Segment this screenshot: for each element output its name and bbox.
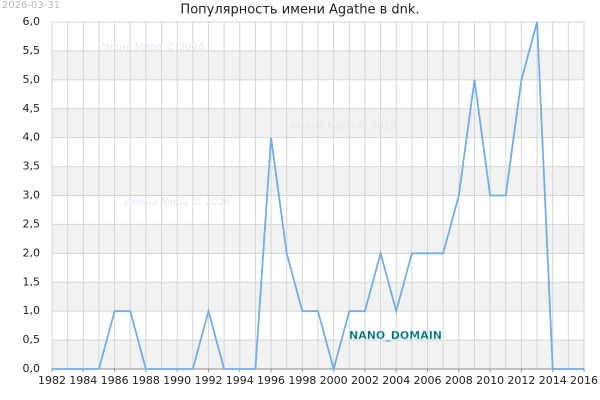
watermark: Имена Мира © 2026 bbox=[98, 42, 204, 53]
y-tick-label: 1,0 bbox=[23, 304, 41, 317]
y-tick-label: 2,5 bbox=[23, 217, 41, 230]
x-tick-label: 1986 bbox=[101, 374, 129, 387]
x-tick-label: 1984 bbox=[69, 374, 97, 387]
x-tick-label: 2014 bbox=[539, 374, 567, 387]
y-tick-label: 3,5 bbox=[23, 160, 41, 173]
y-tick-label: 1,5 bbox=[23, 275, 41, 288]
plot-background bbox=[51, 21, 585, 370]
y-tick-label: 5,0 bbox=[23, 73, 41, 86]
data-line bbox=[52, 21, 584, 373]
x-tick-label: 1996 bbox=[257, 374, 285, 387]
x-tick-label: 2010 bbox=[476, 374, 504, 387]
x-tick-label: 2012 bbox=[507, 374, 535, 387]
y-tick-label: 0,0 bbox=[23, 362, 41, 375]
x-tick-label: 2008 bbox=[445, 374, 473, 387]
x-tick-label: 1992 bbox=[194, 374, 222, 387]
watermark: Имена Мира © 2026 bbox=[290, 121, 396, 132]
x-tick-label: 2004 bbox=[382, 374, 410, 387]
x-tick-label: 1988 bbox=[132, 374, 160, 387]
x-tick-label: 1994 bbox=[226, 374, 254, 387]
y-tick-label: 4,0 bbox=[23, 131, 41, 144]
y-tick-label: 5,5 bbox=[23, 44, 41, 57]
x-tick-label: 1990 bbox=[163, 374, 191, 387]
y-tick-label: 2,0 bbox=[23, 246, 41, 259]
x-tick-label: 2006 bbox=[414, 374, 442, 387]
date-stamp: 2026-03-31 bbox=[2, 0, 60, 11]
y-tick-label: 3,0 bbox=[23, 189, 41, 202]
y-tick-label: 0,5 bbox=[23, 333, 41, 346]
y-tick-label: 4,5 bbox=[23, 102, 41, 115]
x-tick-label: 1998 bbox=[288, 374, 316, 387]
x-tick-label: 1982 bbox=[38, 374, 66, 387]
y-tick-label: 6,0 bbox=[23, 15, 41, 28]
x-tick-label: 2016 bbox=[570, 374, 598, 387]
chart-title: Популярность имени Agathe в dnk. bbox=[180, 3, 419, 18]
domain-label: NANO_DOMAIN bbox=[349, 329, 442, 342]
x-tick-label: 2000 bbox=[320, 374, 348, 387]
x-tick-label: 2002 bbox=[351, 374, 379, 387]
watermark: Имена Мира © 2026 bbox=[124, 197, 230, 208]
